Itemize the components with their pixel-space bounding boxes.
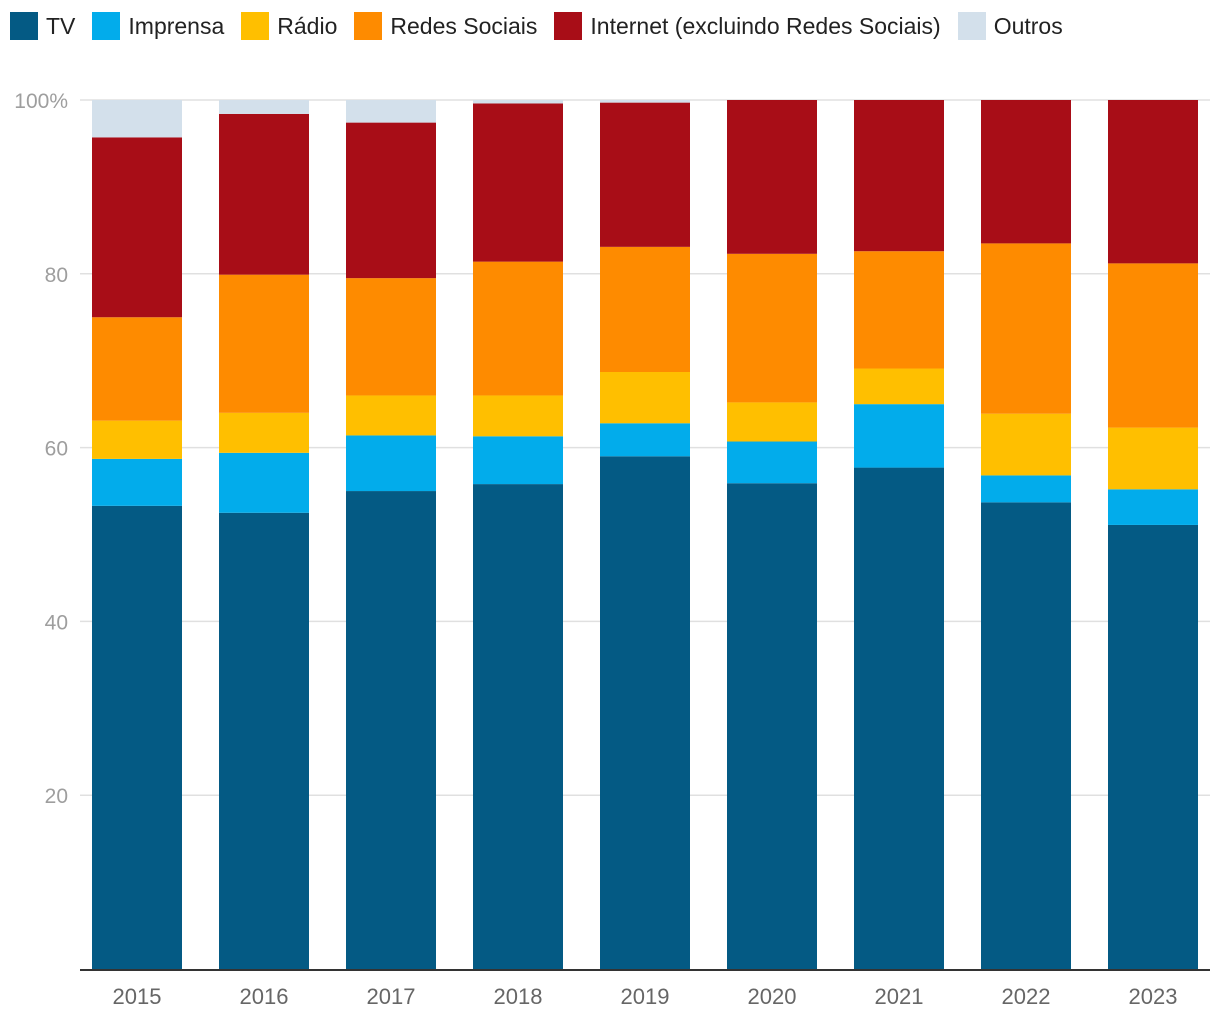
x-tick-label: 2019 bbox=[621, 984, 670, 1009]
legend-label: Redes Sociais bbox=[390, 12, 538, 39]
legend-label: Outros bbox=[993, 12, 1063, 39]
bar-imprensa-2017 bbox=[346, 435, 436, 492]
bar-redes-sociais-2018 bbox=[473, 261, 563, 396]
bar-r-dio-2017 bbox=[346, 395, 436, 436]
bar-redes-sociais-2023 bbox=[1108, 263, 1198, 428]
y-tick-label: 40 bbox=[45, 611, 68, 634]
bar-internet-excluindo-redes-sociais-2017 bbox=[346, 122, 436, 279]
legend-item-outros: Outros bbox=[957, 12, 1063, 40]
bar-imprensa-2022 bbox=[981, 475, 1071, 503]
bar-internet-excluindo-redes-sociais-2016 bbox=[219, 113, 309, 275]
bar-internet-excluindo-redes-sociais-2018 bbox=[473, 103, 563, 262]
bar-redes-sociais-2019 bbox=[600, 246, 690, 372]
x-tick-label: 2021 bbox=[875, 984, 924, 1009]
bar-tv-2023 bbox=[1108, 524, 1198, 969]
legend-label: Internet (excluindo Redes Sociais) bbox=[590, 12, 941, 39]
legend-swatch bbox=[957, 12, 986, 40]
legend-label: Rádio bbox=[277, 12, 338, 39]
legend-label: TV bbox=[46, 12, 76, 39]
legend-item-tv: TV bbox=[10, 12, 75, 40]
bar-internet-excluindo-redes-sociais-2023 bbox=[1108, 100, 1198, 264]
bar-outros-2015 bbox=[92, 100, 182, 138]
legend-swatch bbox=[354, 12, 383, 40]
bar-r-dio-2020 bbox=[727, 402, 817, 442]
legend-swatch bbox=[10, 12, 38, 40]
bar-redes-sociais-2016 bbox=[219, 274, 309, 413]
bar-tv-2016 bbox=[219, 512, 309, 969]
bar-outros-2016 bbox=[219, 100, 309, 114]
bar-imprensa-2018 bbox=[473, 436, 563, 485]
bar-r-dio-2021 bbox=[854, 368, 944, 405]
bar-redes-sociais-2021 bbox=[854, 251, 944, 369]
x-tick-label: 2015 bbox=[113, 984, 162, 1009]
bar-outros-2019 bbox=[600, 100, 690, 103]
legend-item-redes-sociais: Redes Sociais bbox=[354, 12, 537, 40]
y-tick-label: 20 bbox=[45, 785, 68, 808]
y-tick-label: 80 bbox=[45, 264, 68, 287]
bar-imprensa-2016 bbox=[219, 452, 309, 513]
x-axis-ticks: 2015 2016 2017 2018 2019 2020 2021 2022 2023 bbox=[113, 984, 1178, 1009]
bar-tv-2020 bbox=[727, 483, 817, 969]
legend-item-r-dio: Rádio bbox=[241, 12, 337, 40]
bar-tv-2021 bbox=[854, 467, 944, 969]
bar-redes-sociais-2015 bbox=[92, 317, 182, 421]
bar-r-dio-2016 bbox=[219, 412, 309, 453]
bar-tv-2022 bbox=[981, 502, 1071, 969]
legend-item-imprensa: Imprensa bbox=[92, 12, 224, 40]
legend-label: Imprensa bbox=[128, 12, 225, 39]
bar-redes-sociais-2017 bbox=[346, 278, 436, 396]
bar-imprensa-2021 bbox=[854, 404, 944, 468]
bar-internet-excluindo-redes-sociais-2015 bbox=[92, 137, 182, 318]
bar-imprensa-2015 bbox=[92, 458, 182, 506]
bar-r-dio-2015 bbox=[92, 420, 182, 459]
legend-item-internet-excluindo-redes-sociais: Internet (excluindo Redes Sociais) bbox=[554, 12, 941, 40]
bar-internet-excluindo-redes-sociais-2021 bbox=[854, 100, 944, 252]
legend-swatch bbox=[241, 12, 270, 40]
bar-r-dio-2023 bbox=[1108, 427, 1198, 490]
y-tick-label: 60 bbox=[45, 438, 68, 461]
bar-internet-excluindo-redes-sociais-2022 bbox=[981, 100, 1071, 244]
legend-swatch bbox=[92, 12, 121, 40]
bar-r-dio-2019 bbox=[600, 371, 690, 424]
x-tick-label: 2020 bbox=[748, 984, 797, 1009]
x-tick-label: 2017 bbox=[367, 984, 416, 1009]
bar-tv-2017 bbox=[346, 491, 436, 969]
bar-imprensa-2019 bbox=[600, 423, 690, 457]
bars bbox=[92, 100, 1198, 969]
x-tick-label: 2023 bbox=[1129, 984, 1178, 1009]
legend-swatch bbox=[554, 12, 583, 40]
bar-imprensa-2020 bbox=[727, 441, 817, 484]
x-tick-label: 2018 bbox=[494, 984, 543, 1009]
y-tick-label: 100% bbox=[14, 90, 68, 113]
bar-outros-2018 bbox=[473, 100, 563, 104]
x-tick-label: 2016 bbox=[240, 984, 289, 1009]
bar-tv-2015 bbox=[92, 505, 182, 969]
bar-internet-excluindo-redes-sociais-2019 bbox=[600, 102, 690, 247]
bar-imprensa-2023 bbox=[1108, 489, 1198, 525]
bar-outros-2017 bbox=[346, 100, 436, 123]
y-axis-ticks: 20 40 60 80 100% bbox=[14, 90, 68, 808]
bar-redes-sociais-2022 bbox=[981, 243, 1071, 414]
bar-r-dio-2018 bbox=[473, 395, 563, 437]
bar-redes-sociais-2020 bbox=[727, 253, 817, 403]
bar-r-dio-2022 bbox=[981, 413, 1071, 476]
bar-tv-2018 bbox=[473, 484, 563, 969]
chart-legend: TV Imprensa Rádio Redes Sociais Internet (ex… bbox=[10, 8, 1080, 44]
bar-tv-2019 bbox=[600, 456, 690, 969]
bar-internet-excluindo-redes-sociais-2020 bbox=[727, 100, 817, 254]
x-tick-label: 2022 bbox=[1002, 984, 1051, 1009]
